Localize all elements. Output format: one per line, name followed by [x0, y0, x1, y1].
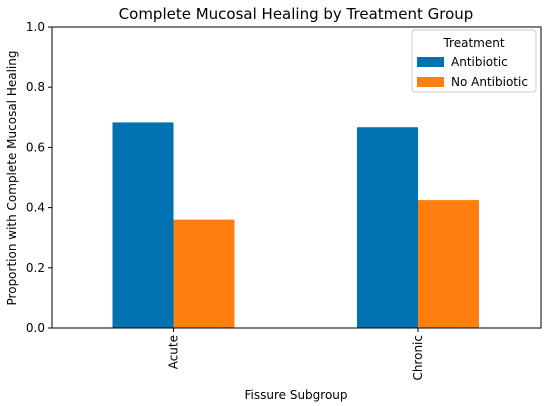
legend: Treatment Antibiotic No Antibiotic [411, 29, 537, 93]
y-tick-label: 1.0 [26, 20, 45, 34]
y-tick-label: 0.2 [26, 261, 45, 275]
legend-swatch-no-antibiotic [417, 77, 444, 87]
bar-no-antibiotic-chronic [418, 200, 479, 328]
legend-frame [411, 29, 537, 93]
y-axis: 0.0 0.2 0.4 0.6 0.8 1.0 [26, 20, 52, 335]
legend-title: Treatment [442, 36, 504, 50]
y-tick-label: 0.8 [26, 80, 45, 94]
legend-swatch-antibiotic [417, 57, 444, 67]
bar-antibiotic-chronic [357, 127, 418, 328]
bar-antibiotic-acute [112, 122, 174, 329]
bars-layer [112, 122, 479, 329]
y-axis-label: Proportion with Complete Mucosal Healing [5, 51, 19, 306]
plot-frame [51, 26, 542, 329]
y-tick-label: 0.4 [26, 201, 45, 215]
x-tick-label-acute: Acute [167, 335, 181, 369]
x-axis: Acute Chronic [167, 328, 425, 381]
y-tick-label: 0.0 [26, 321, 45, 335]
x-axis-label: Fissure Subgroup [244, 388, 347, 402]
chart-title: Complete Mucosal Healing by Treatment Gr… [119, 5, 474, 23]
x-tick-label-chronic: Chronic [411, 335, 425, 381]
y-tick-label: 0.6 [26, 140, 45, 154]
legend-label-antibiotic: Antibiotic [451, 55, 508, 69]
legend-label-no-antibiotic: No Antibiotic [451, 75, 528, 89]
bar-no-antibiotic-acute [173, 219, 235, 328]
